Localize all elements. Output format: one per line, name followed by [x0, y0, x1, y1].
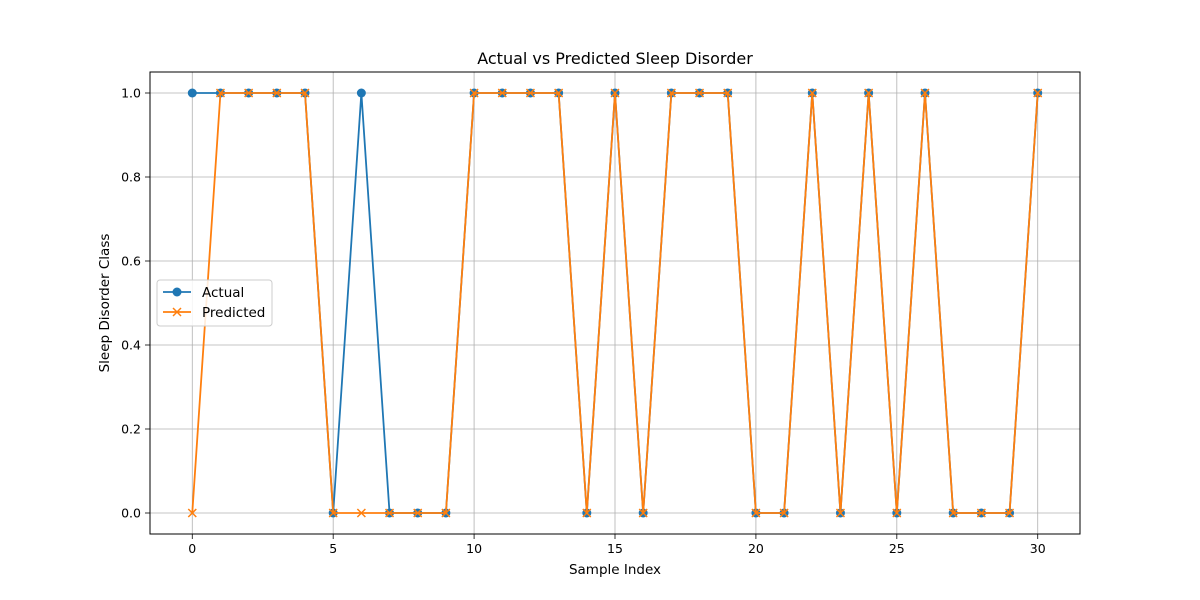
data-point-predicted [948, 508, 958, 518]
data-point-predicted [328, 508, 338, 518]
marker-stroke [666, 88, 676, 98]
y-tick-label: 0.8 [121, 170, 141, 185]
data-point-predicted [356, 508, 366, 518]
data-point-predicted [244, 88, 254, 98]
data-point-predicted [272, 88, 282, 98]
data-point-predicted [695, 88, 705, 98]
data-point-predicted [385, 508, 395, 518]
legend-item-predicted: Predicted [163, 305, 265, 321]
marker-stroke [187, 508, 197, 518]
marker-stroke [441, 508, 451, 518]
data-point-predicted [864, 88, 874, 98]
data-point-predicted [582, 508, 592, 518]
data-point-predicted [413, 508, 423, 518]
legend: Actual Predicted [156, 279, 273, 327]
data-point-predicted [920, 88, 930, 98]
chart-title: Actual vs Predicted Sleep Disorder [477, 49, 753, 68]
x-tick-label: 20 [748, 541, 764, 556]
marker-stroke [300, 88, 310, 98]
legend-marker-predicted [172, 307, 182, 317]
marker-stroke [385, 508, 395, 518]
data-point-predicted [835, 508, 845, 518]
marker-stroke [554, 88, 564, 98]
ticks: 0 5 10 15 20 25 30 0.0 0.2 0.4 0.6 0.8 1.0 [121, 86, 1046, 557]
marker-stroke [779, 508, 789, 518]
data-point-predicted [300, 88, 310, 98]
y-tick-label: 0.6 [121, 254, 141, 269]
x-tick-label: 5 [329, 541, 337, 556]
data-point-predicted [441, 508, 451, 518]
marker-stroke [582, 508, 592, 518]
data-point-predicted [892, 508, 902, 518]
series-predicted [187, 88, 1043, 518]
marker-stroke [497, 88, 507, 98]
x-tick-label: 30 [1030, 541, 1046, 556]
y-axis-label: Sleep Disorder Class [97, 234, 113, 373]
y-tick-label: 1.0 [121, 86, 141, 101]
data-point-predicted [610, 88, 620, 98]
legend-marker-actual [172, 287, 182, 297]
data-point-predicted [779, 508, 789, 518]
data-point-predicted [666, 88, 676, 98]
marker-stroke [1033, 88, 1043, 98]
marker-stroke [864, 88, 874, 98]
data-point-predicted [723, 88, 733, 98]
x-tick-label: 0 [188, 541, 196, 556]
marker-stroke [892, 508, 902, 518]
marker-stroke [172, 307, 182, 317]
marker-stroke [920, 88, 930, 98]
y-tick-label: 0.4 [121, 338, 141, 353]
marker-stroke [356, 508, 366, 518]
marker-stroke [413, 508, 423, 518]
y-tick-label: 0.2 [121, 422, 141, 437]
data-point-predicted [1033, 88, 1043, 98]
data-point-predicted [807, 88, 817, 98]
legend-label-actual: Actual [202, 285, 244, 301]
marker-stroke [695, 88, 705, 98]
marker-stroke [723, 88, 733, 98]
marker-stroke [215, 88, 225, 98]
data-point-predicted [554, 88, 564, 98]
x-axis-label: Sample Index [569, 562, 661, 578]
data-point-predicted [525, 88, 535, 98]
data-point-predicted [638, 508, 648, 518]
x-tick-label: 10 [466, 541, 482, 556]
data-point-predicted [469, 88, 479, 98]
marker-stroke [976, 508, 986, 518]
marker-stroke [328, 508, 338, 518]
marker-stroke [638, 508, 648, 518]
series-layer [187, 88, 1043, 518]
marker-stroke [244, 88, 254, 98]
y-tick-label: 0.0 [121, 506, 141, 521]
x-tick-label: 15 [607, 541, 623, 556]
data-point-predicted [497, 88, 507, 98]
data-point-predicted [976, 508, 986, 518]
legend-items: Actual Predicted [163, 285, 265, 321]
marker-stroke [610, 88, 620, 98]
marker-stroke [948, 508, 958, 518]
marker-stroke [835, 508, 845, 518]
legend-label-predicted: Predicted [202, 305, 265, 321]
marker-stroke [807, 88, 817, 98]
marker-stroke [272, 88, 282, 98]
marker-stroke [525, 88, 535, 98]
data-point-predicted [751, 508, 761, 518]
marker-stroke [469, 88, 479, 98]
data-point-predicted [215, 88, 225, 98]
legend-item-actual: Actual [163, 285, 244, 301]
data-point-actual [187, 88, 197, 98]
grid [150, 72, 1080, 534]
data-point-predicted [1005, 508, 1015, 518]
data-point-predicted [187, 508, 197, 518]
marker-stroke [751, 508, 761, 518]
marker-stroke [1005, 508, 1015, 518]
x-tick-label: 25 [889, 541, 905, 556]
data-point-actual [356, 88, 366, 98]
